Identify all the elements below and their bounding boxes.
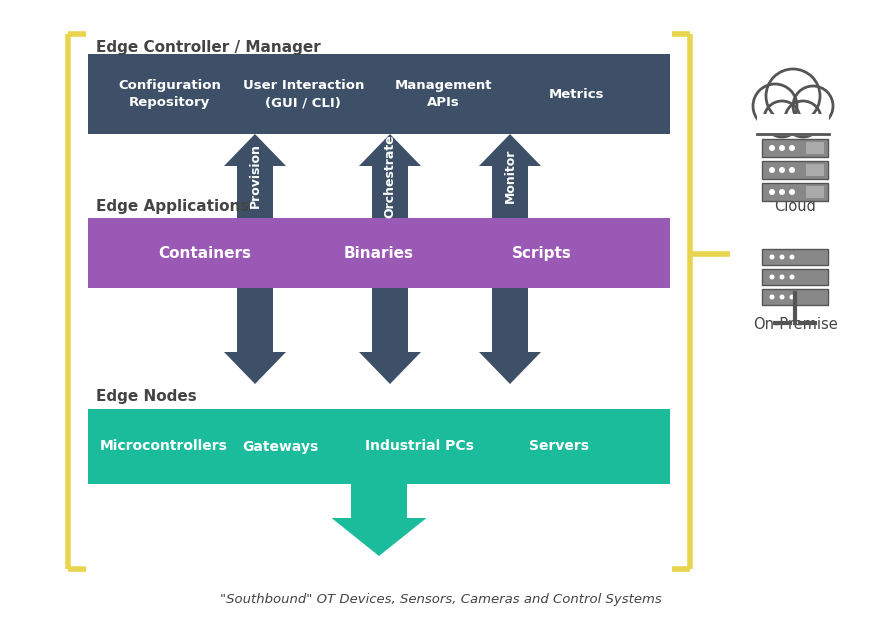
Circle shape bbox=[779, 189, 785, 195]
Circle shape bbox=[769, 274, 774, 279]
FancyBboxPatch shape bbox=[757, 114, 829, 136]
Text: Gateways: Gateways bbox=[242, 439, 318, 453]
Circle shape bbox=[769, 189, 775, 195]
Text: Edge Applications: Edge Applications bbox=[96, 198, 250, 214]
Circle shape bbox=[779, 167, 785, 173]
FancyBboxPatch shape bbox=[806, 186, 824, 198]
Polygon shape bbox=[359, 134, 421, 218]
Circle shape bbox=[789, 294, 795, 299]
FancyBboxPatch shape bbox=[762, 161, 828, 179]
Circle shape bbox=[753, 84, 797, 128]
FancyBboxPatch shape bbox=[88, 54, 670, 134]
Text: Configuration
Repository: Configuration Repository bbox=[118, 79, 220, 109]
Polygon shape bbox=[332, 484, 427, 556]
Text: Edge Nodes: Edge Nodes bbox=[96, 388, 197, 404]
FancyBboxPatch shape bbox=[762, 289, 828, 305]
Text: Orchestrate: Orchestrate bbox=[384, 134, 397, 218]
Circle shape bbox=[769, 254, 774, 260]
Circle shape bbox=[780, 274, 784, 279]
Circle shape bbox=[789, 254, 795, 260]
Circle shape bbox=[769, 145, 775, 151]
Circle shape bbox=[785, 101, 821, 137]
Text: Metrics: Metrics bbox=[549, 88, 605, 100]
Circle shape bbox=[779, 145, 785, 151]
Circle shape bbox=[764, 101, 800, 137]
Circle shape bbox=[789, 167, 795, 173]
Text: "Southbound" OT Devices, Sensors, Cameras and Control Systems: "Southbound" OT Devices, Sensors, Camera… bbox=[220, 594, 662, 607]
Circle shape bbox=[769, 167, 775, 173]
Text: Monitor: Monitor bbox=[504, 149, 517, 204]
Circle shape bbox=[780, 254, 784, 260]
Text: Management
APIs: Management APIs bbox=[394, 79, 492, 109]
FancyBboxPatch shape bbox=[806, 164, 824, 176]
Text: Edge Controller / Manager: Edge Controller / Manager bbox=[96, 39, 321, 55]
Circle shape bbox=[780, 294, 784, 299]
Text: Provision: Provision bbox=[249, 144, 261, 209]
FancyBboxPatch shape bbox=[762, 269, 828, 285]
Text: Cloud: Cloud bbox=[774, 198, 816, 214]
FancyBboxPatch shape bbox=[806, 142, 824, 154]
Circle shape bbox=[793, 86, 833, 126]
Text: Containers: Containers bbox=[158, 245, 250, 261]
Polygon shape bbox=[224, 288, 286, 384]
FancyBboxPatch shape bbox=[88, 409, 670, 484]
Text: User Interaction
(GUI / CLI): User Interaction (GUI / CLI) bbox=[243, 79, 364, 109]
FancyBboxPatch shape bbox=[762, 139, 828, 157]
Circle shape bbox=[769, 294, 774, 299]
Polygon shape bbox=[224, 134, 286, 218]
Circle shape bbox=[789, 145, 795, 151]
Text: Microcontrollers: Microcontrollers bbox=[100, 439, 228, 453]
FancyBboxPatch shape bbox=[762, 249, 828, 265]
Text: On-Premise: On-Premise bbox=[752, 316, 837, 332]
FancyBboxPatch shape bbox=[88, 218, 670, 288]
Text: Servers: Servers bbox=[529, 439, 589, 453]
Circle shape bbox=[789, 189, 795, 195]
Polygon shape bbox=[479, 288, 541, 384]
Circle shape bbox=[766, 69, 820, 123]
Polygon shape bbox=[359, 288, 421, 384]
FancyBboxPatch shape bbox=[762, 183, 828, 201]
Circle shape bbox=[789, 274, 795, 279]
Text: Industrial PCs: Industrial PCs bbox=[365, 439, 475, 453]
Polygon shape bbox=[479, 134, 541, 218]
Text: Binaries: Binaries bbox=[344, 245, 414, 261]
Text: Scripts: Scripts bbox=[512, 245, 572, 261]
